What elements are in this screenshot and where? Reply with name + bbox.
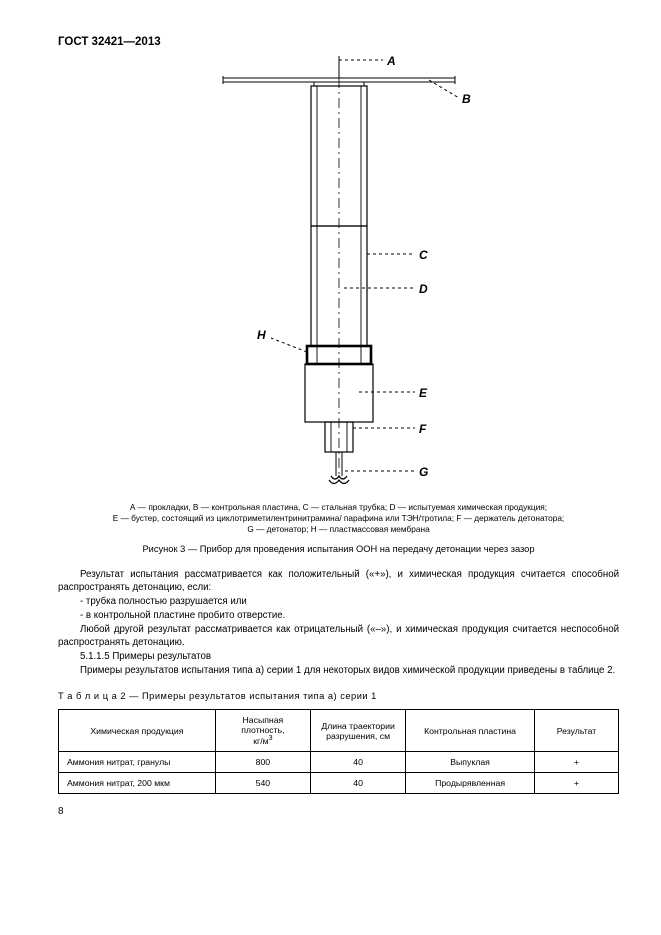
th-plate: Контрольная пластина: [406, 710, 535, 752]
legend-line-3: G — детонатор; Н — пластмассовая мембран…: [247, 524, 429, 534]
label-d: D: [419, 282, 428, 296]
cell-result: +: [534, 773, 618, 794]
th-product: Химическая продукция: [59, 710, 216, 752]
document-header: ГОСТ 32421—2013: [58, 36, 619, 48]
cell-product: Аммония нитрат, гранулы: [59, 752, 216, 773]
page: ГОСТ 32421—2013 A B: [0, 0, 661, 837]
figure-3: A B C: [58, 56, 619, 496]
table-row: Аммония нитрат, 200 мкм 540 40 Продырявл…: [59, 773, 619, 794]
label-b: B: [462, 92, 471, 106]
paragraph-1: Результат испытания рассматривается как …: [58, 568, 619, 594]
th-result: Результат: [534, 710, 618, 752]
paragraph-6: Примеры результатов испытания типа а) се…: [58, 664, 619, 677]
label-c: C: [419, 248, 428, 262]
label-e: E: [419, 386, 428, 400]
cell-length: 40: [310, 752, 405, 773]
label-a: A: [386, 56, 396, 68]
legend-line-2: Е — бустер, состоящий из циклотриметилен…: [113, 513, 565, 523]
th-length: Длина траектории разрушения, см: [310, 710, 405, 752]
cell-density: 800: [215, 752, 310, 773]
label-h: H: [257, 328, 266, 342]
page-number: 8: [58, 806, 619, 817]
paragraph-3: - в контрольной пластине пробито отверст…: [58, 609, 619, 622]
figure-caption: Рисунок 3 — Прибор для проведения испыта…: [58, 544, 619, 554]
cell-product: Аммония нитрат, 200 мкм: [59, 773, 216, 794]
th-density: Насыпная плотность, кг/м3: [215, 710, 310, 752]
label-g: G: [419, 465, 428, 479]
figure-legend: А — прокладки, В — контрольная пластина,…: [58, 502, 619, 536]
apparatus-diagram: A B C: [159, 56, 519, 496]
cell-result: +: [534, 752, 618, 773]
legend-line-1: А — прокладки, В — контрольная пластина,…: [130, 502, 547, 512]
paragraph-2: - трубка полностью разрушается или: [58, 595, 619, 608]
cell-plate: Продырявленная: [406, 773, 535, 794]
paragraph-5: 5.1.1.5 Примеры результатов: [58, 650, 619, 663]
table-header-row: Химическая продукция Насыпная плотность,…: [59, 710, 619, 752]
results-table: Химическая продукция Насыпная плотность,…: [58, 709, 619, 794]
table-row: Аммония нитрат, гранулы 800 40 Выпуклая …: [59, 752, 619, 773]
table-caption: Т а б л и ц а 2 — Примеры результатов ис…: [58, 691, 619, 701]
body-text: Результат испытания рассматривается как …: [58, 568, 619, 678]
cell-length: 40: [310, 773, 405, 794]
paragraph-4: Любой другой результат рассматривается к…: [58, 623, 619, 649]
cell-density: 540: [215, 773, 310, 794]
cell-plate: Выпуклая: [406, 752, 535, 773]
label-f: F: [419, 422, 427, 436]
